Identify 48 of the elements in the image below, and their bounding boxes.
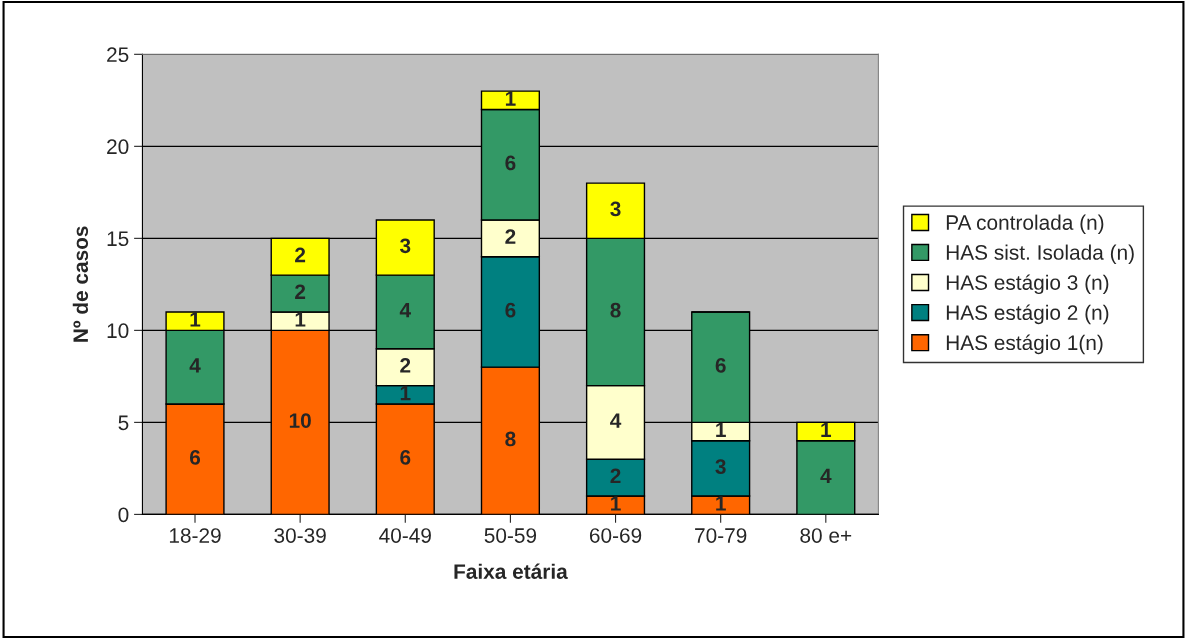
data-label: 6	[715, 358, 726, 373]
legend-label: PA controlada (n)	[946, 214, 1104, 235]
data-label: 2	[505, 229, 516, 244]
data-label: 3	[610, 201, 621, 217]
data-label: 4	[610, 413, 622, 428]
x-tick-label: 70-79	[695, 528, 747, 543]
data-label: 6	[505, 302, 516, 318]
data-label: 6	[400, 450, 411, 465]
data-label: 10	[289, 413, 311, 428]
x-tick-label: 60-69	[589, 528, 642, 543]
x-tick-label: 50-59	[484, 528, 537, 543]
data-label: 2	[610, 468, 621, 483]
data-label: 1	[716, 422, 726, 437]
x-tick-label: 30-39	[274, 528, 326, 543]
data-label: 6	[189, 450, 201, 465]
data-label: 1	[821, 422, 832, 437]
data-label: 8	[610, 302, 621, 318]
legend-label: HAS estágio 3 (n)	[946, 274, 1109, 295]
y-tick-label: 0	[118, 507, 129, 523]
y-axis-title: Nº de casos	[72, 226, 89, 342]
legend-label: HAS sist. Isolada (n)	[946, 244, 1134, 264]
data-label: 2	[400, 358, 411, 373]
data-label: 1	[190, 312, 201, 327]
data-label: 1	[400, 385, 411, 401]
data-label: 8	[505, 431, 516, 447]
legend-label: HAS estágio 2 (n)	[946, 304, 1109, 325]
data-label: 2	[295, 284, 306, 299]
data-label: 4	[189, 358, 201, 373]
y-tick-label: 15	[107, 231, 129, 247]
data-label: 1	[611, 496, 621, 511]
data-label: 4	[399, 303, 411, 318]
y-tick-label: 20	[107, 139, 129, 155]
x-tick-label: 40-49	[379, 528, 431, 543]
data-label: 6	[505, 155, 516, 171]
legend-label: HAS estágio 1(n)	[946, 334, 1103, 355]
data-label: 3	[715, 459, 726, 475]
x-tick-label: 18-29	[169, 528, 221, 543]
data-label: 1	[505, 91, 516, 106]
y-tick-label: 25	[107, 47, 129, 63]
y-tick-label: 5	[118, 415, 129, 431]
data-label: 4	[820, 468, 832, 483]
data-label: 3	[399, 238, 411, 254]
y-tick-label: 10	[107, 323, 129, 339]
data-label: 1	[295, 312, 306, 327]
x-axis-title: Faixa etária	[454, 563, 568, 579]
data-label: 2	[295, 247, 306, 263]
x-tick-label: 80 e+	[800, 528, 852, 543]
data-label: 1	[716, 496, 726, 511]
